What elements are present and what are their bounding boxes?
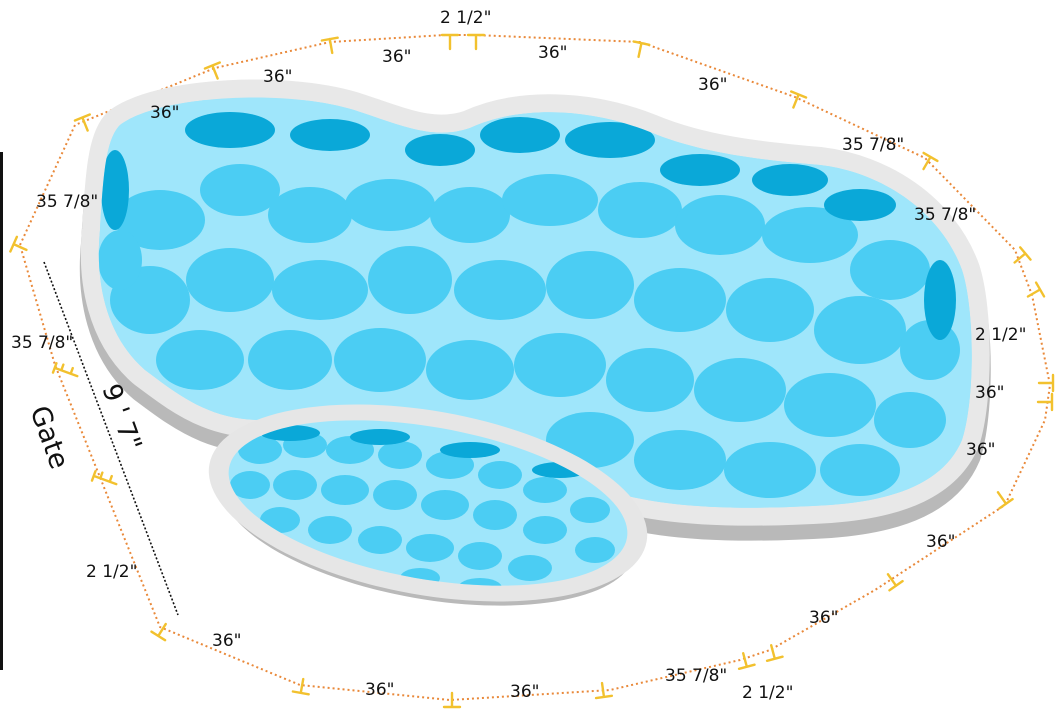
segment-label: 36"	[975, 383, 1004, 403]
segment-label: 36"	[510, 682, 539, 702]
segment-label: 35 7/8"	[842, 135, 904, 155]
segment-label: 35 7/8"	[665, 666, 727, 686]
fence-post	[1026, 281, 1046, 298]
fence-post	[765, 644, 784, 663]
fence-post	[203, 61, 221, 80]
segment-label: 35 7/8"	[11, 333, 73, 353]
fence-posts	[9, 33, 1055, 709]
fence-post	[737, 652, 756, 671]
fence-post	[73, 113, 91, 132]
segment-label: 36"	[212, 631, 241, 651]
fence-post	[9, 235, 28, 253]
main-pool	[79, 79, 991, 541]
segment-label: 36"	[150, 103, 179, 123]
fence-post	[1013, 246, 1032, 264]
segment-label: 35 7/8"	[914, 205, 976, 225]
segment-label: 36"	[926, 532, 955, 552]
segment-label: 36"	[538, 43, 567, 63]
fence-post	[922, 151, 939, 171]
fence-post	[320, 36, 339, 55]
fence-post	[150, 622, 167, 642]
fence-post	[1036, 392, 1054, 412]
fence-post	[291, 677, 310, 696]
fence-post	[1037, 373, 1055, 393]
segment-label: 2 1/2"	[975, 325, 1026, 345]
gate-post	[51, 361, 79, 378]
spa	[208, 404, 648, 606]
segment-labels: 2 1/2" 36" 36" 36" 36" 36" 35 7/8" 35 7/…	[11, 8, 1026, 703]
segment-label: 36"	[382, 47, 411, 67]
segment-label: 2 1/2"	[440, 8, 491, 28]
fence-post	[440, 33, 460, 51]
fence-post	[466, 33, 486, 51]
fence-post	[790, 90, 808, 109]
segment-label: 36"	[698, 75, 727, 95]
spa-water-pattern	[230, 425, 615, 598]
fence-post	[594, 681, 614, 700]
segment-label: 36"	[263, 67, 292, 87]
fence-post	[886, 573, 904, 592]
gate-label: Gate	[23, 402, 74, 473]
segment-label: 36"	[809, 608, 838, 628]
gate-dimension-line	[43, 261, 179, 616]
segment-label: 35 7/8"	[36, 192, 98, 212]
segment-label: 36"	[365, 680, 394, 700]
segment-label: 2 1/2"	[742, 683, 793, 703]
fence-post	[996, 491, 1014, 510]
fence-post	[442, 691, 462, 709]
segment-label: 2 1/2"	[86, 562, 137, 582]
gate-post	[90, 469, 118, 486]
fence-post	[632, 40, 651, 59]
segment-label: 36"	[966, 440, 995, 460]
